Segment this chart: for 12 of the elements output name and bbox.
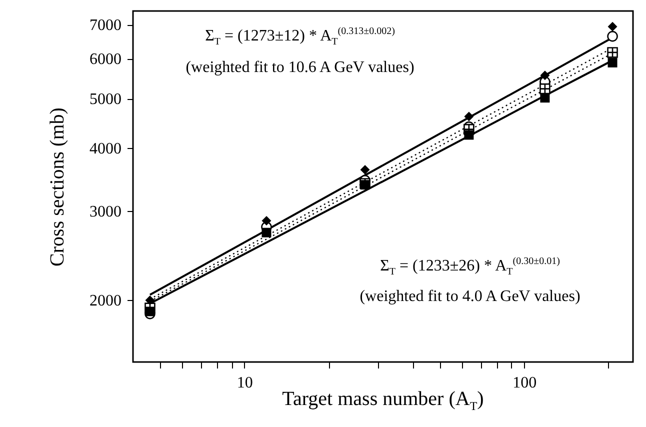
- annotation: (weighted fit to 4.0 A GeV values): [360, 288, 580, 306]
- y-tick-label: 4000: [90, 140, 122, 158]
- annotation: (weighted fit to 10.6 A GeV values): [186, 59, 414, 77]
- y-tick-label: 6000: [90, 51, 122, 68]
- y-tick-label: 7000: [90, 17, 122, 34]
- x-tick-label: 100: [512, 374, 537, 392]
- y-tick-label: 2000: [90, 292, 122, 310]
- x-axis-title: Target mass number (A$_{T}$): [282, 388, 484, 414]
- y-tick-label: 3000: [90, 204, 122, 221]
- y-tick-label: 5000: [90, 91, 122, 108]
- y-axis-title: Cross sections (mb): [46, 108, 68, 266]
- x-tick-label: 10: [236, 374, 253, 392]
